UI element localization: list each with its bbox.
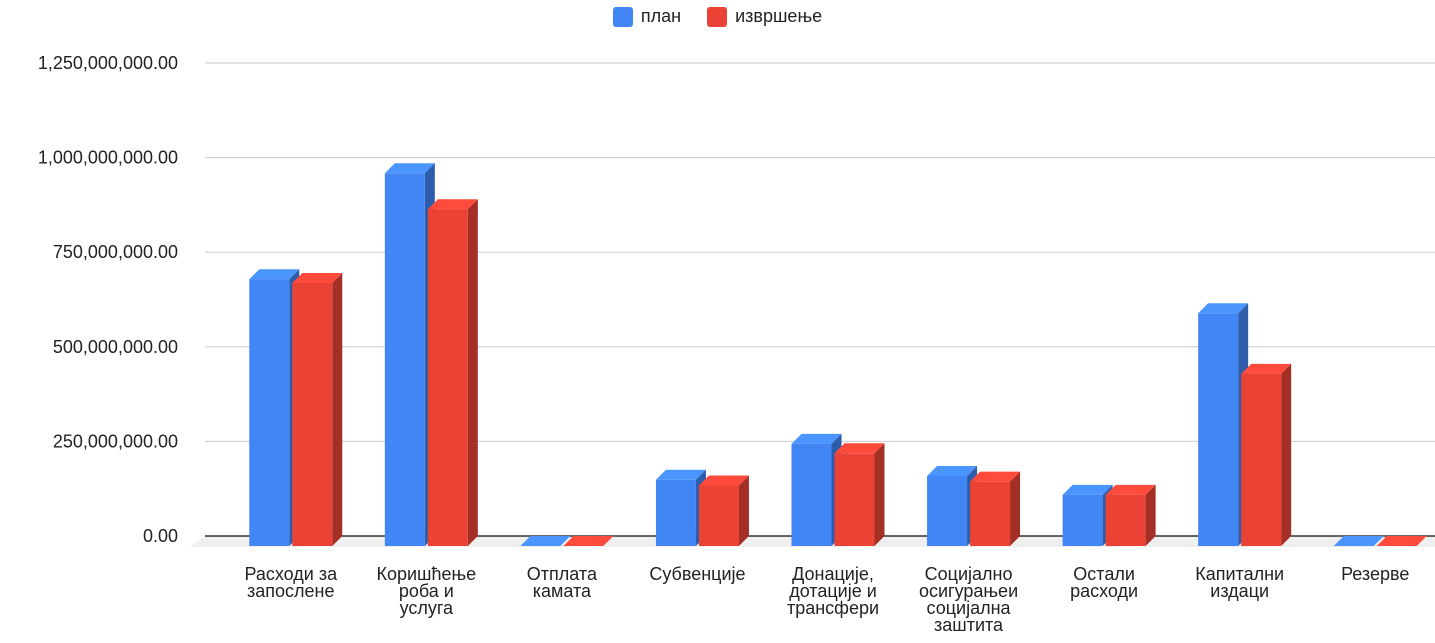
legend-swatch-execution (707, 6, 728, 27)
legend-item-plan[interactable]: план (612, 6, 682, 27)
bar-side-face (1281, 363, 1292, 546)
x-tick-label: Остали расходи (1070, 564, 1138, 601)
bar-top-face (249, 269, 300, 280)
bar-execution (698, 485, 739, 546)
bar-side-face (332, 273, 343, 546)
y-tick-label: 1,000,000,000.00 (38, 148, 178, 168)
bar-top-face (292, 273, 343, 284)
bar-plan (791, 443, 832, 546)
bar-side-face (467, 199, 478, 546)
bar-top-face (927, 465, 978, 476)
x-tick-label: Резерве (1341, 564, 1409, 584)
bar-top-face (427, 199, 478, 210)
y-tick-label: 0.00 (143, 526, 178, 546)
legend-swatch-plan (612, 6, 633, 27)
x-tick-label: Коришћење роба и услуга (376, 564, 476, 618)
bar-execution (970, 481, 1011, 546)
bar-side-face (1145, 484, 1156, 546)
x-tick-label: Субвенције (649, 564, 745, 584)
bar-execution (834, 453, 875, 546)
legend: план извршење (0, 6, 1435, 27)
y-tick-label: 750,000,000.00 (53, 242, 178, 262)
bar-plan (249, 279, 290, 546)
bar-top-face (520, 536, 571, 546)
bar-top-face (970, 471, 1021, 482)
x-tick-label: Донације, дотације и трансфери (787, 564, 879, 618)
bar-execution (427, 209, 468, 546)
bar-top-face (655, 469, 706, 480)
legend-label-execution: извршење (735, 6, 823, 26)
bar-top-face (384, 163, 435, 174)
bar-top-face (563, 536, 614, 546)
bar-top-face (1376, 536, 1427, 546)
bar-top-face (698, 475, 749, 486)
y-tick-label: 1,250,000,000.00 (38, 53, 178, 73)
legend-label-plan: план (640, 6, 682, 26)
bar-execution (292, 283, 333, 546)
bar-top-face (1062, 484, 1113, 495)
x-tick-label: Расходи за запослене (244, 564, 338, 601)
bar-plan (1062, 494, 1103, 546)
bar-top-face (791, 433, 842, 444)
x-tick-label: Социјално осигурањеи социјална заштита (919, 564, 1018, 635)
legend-item-execution[interactable]: извршење (707, 6, 822, 27)
bar-side-face (874, 443, 885, 546)
bar-plan (1198, 313, 1239, 546)
bar-plan (655, 479, 696, 546)
bar-top-face (1198, 303, 1249, 314)
bar-plan (384, 173, 425, 546)
bar-plan (927, 475, 968, 546)
bar-top-face (1241, 363, 1292, 374)
y-tick-label: 500,000,000.00 (53, 337, 178, 357)
y-tick-label: 250,000,000.00 (53, 431, 178, 451)
bar-top-face (1105, 484, 1156, 495)
bar-top-face (834, 443, 885, 454)
bar-side-face (1010, 471, 1021, 546)
x-tick-label: Отплата камата (527, 564, 598, 601)
bar-execution (1105, 494, 1146, 546)
bar-top-face (1333, 536, 1384, 546)
x-tick-label: Капитални издаци (1195, 564, 1284, 601)
bar-side-face (738, 475, 749, 546)
bar-execution (1241, 373, 1282, 546)
